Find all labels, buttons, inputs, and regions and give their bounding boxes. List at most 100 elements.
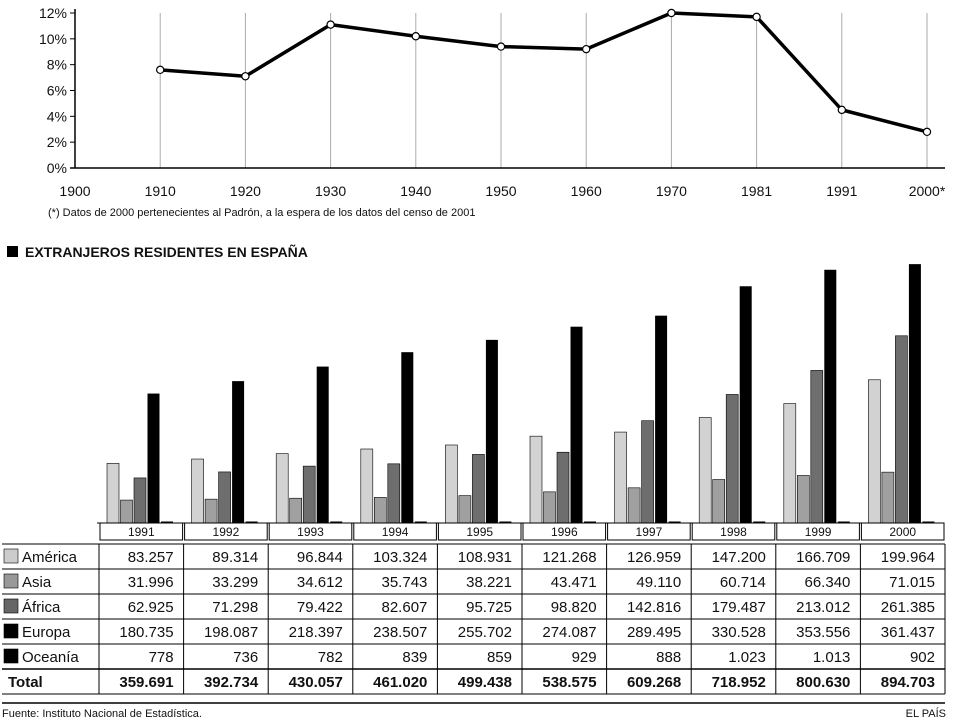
table-cell-value: 79.422	[297, 599, 343, 616]
table-cell-value: 353.556	[796, 624, 850, 641]
source-note: Fuente: Instituto Nacional de Estadístic…	[2, 708, 202, 720]
legend-label: América	[22, 549, 78, 566]
bar-américa	[529, 435, 543, 524]
table-total-value: 538.575	[542, 674, 596, 691]
table-cell-value: 89.314	[212, 549, 258, 566]
bar-oceanía	[837, 521, 850, 523]
table-cell-value: 43.471	[551, 574, 597, 591]
table-cell-value: 198.087	[204, 624, 258, 641]
table-cell-value: 166.709	[796, 549, 850, 566]
table-cell-value: 261.385	[881, 599, 935, 616]
bar-américa	[783, 403, 797, 524]
table-cell-value: 238.507	[373, 624, 427, 641]
table-year-label: 1994	[382, 525, 409, 539]
bar-europa	[232, 381, 245, 523]
bar-europa	[824, 269, 837, 523]
line-chart-y-tick-label: 12%	[39, 5, 67, 21]
bar-américa	[275, 453, 289, 524]
table-year-cell	[437, 522, 522, 541]
table-cell-value: 180.735	[119, 624, 173, 641]
bar-europa	[316, 366, 329, 523]
line-chart-y-tick-label: 6%	[47, 83, 67, 99]
line-chart-x-tick-label: 1910	[145, 183, 176, 199]
line-chart-x-tick-label: 1920	[230, 183, 261, 199]
table-total-value: 894.703	[881, 674, 935, 691]
table-cell-value: 1.013	[813, 649, 851, 666]
bar-áfrica	[725, 394, 739, 524]
line-chart-x-tick-label: 1981	[741, 183, 772, 199]
line-point	[667, 8, 676, 18]
bar-asia	[120, 499, 133, 524]
bar-asia	[712, 479, 726, 524]
line-chart-y-tick-label: 8%	[47, 57, 67, 73]
table-total-value: 499.438	[458, 674, 512, 691]
table-year-label: 1993	[297, 525, 324, 539]
bar-américa	[106, 463, 120, 524]
legend-swatch-asia	[3, 573, 19, 589]
legend-swatch-oceanía	[3, 648, 19, 664]
table-cell-value: 96.844	[297, 549, 343, 566]
table-year-cell	[184, 522, 268, 541]
table-cell-value: 361.437	[881, 624, 935, 641]
table-cell-value: 888	[656, 649, 681, 666]
bar-asia	[796, 475, 810, 524]
publisher-logo: EL PAÍS	[906, 707, 946, 720]
bar-europa	[655, 315, 668, 523]
line-chart-footnote: (*) Datos de 2000 pertenecientes al Padr…	[48, 207, 475, 219]
table-cell-value: 218.397	[289, 624, 343, 641]
line-chart-y-tick-label: 10%	[39, 31, 67, 47]
bar-oceanía	[668, 521, 681, 523]
table-cell-value: 34.612	[297, 574, 343, 591]
bar-oceanía	[414, 521, 427, 523]
table-year-label: 1998	[720, 525, 747, 539]
table-cell-value: 179.487	[712, 599, 766, 616]
bar-europa	[908, 264, 921, 523]
bar-oceanía	[922, 521, 935, 523]
bar-europa	[739, 286, 752, 523]
table-cell-value: 782	[318, 649, 343, 666]
bar-áfrica	[641, 420, 654, 524]
legend-label: Oceanía	[22, 649, 79, 666]
bar-asia	[881, 471, 895, 524]
table-total-value: 392.734	[204, 674, 259, 691]
table-year-cell	[607, 522, 691, 541]
table-year-label: 1991	[128, 525, 155, 539]
data-table: 1991 1992 1993 1994 1995 1996 1997 1998 1999 2000…	[2, 522, 946, 704]
table-year-label: 1995	[466, 525, 493, 539]
bar-américa	[868, 379, 881, 524]
line-chart-x-tick-label: 1900	[59, 183, 90, 199]
bar-oceanía	[245, 521, 258, 523]
line-point	[922, 127, 932, 137]
table-cell-value: 108.931	[458, 549, 512, 566]
table-year-label: 2000	[889, 525, 916, 539]
bar-europa	[570, 326, 583, 523]
bar-américa	[191, 458, 204, 524]
table-cell-value: 1.023	[728, 649, 766, 666]
legend-swatch-américa	[3, 548, 19, 564]
line-chart-y-tick-label: 2%	[47, 134, 67, 150]
table-cell-value: 902	[910, 649, 935, 666]
table-cell-value: 66.340	[805, 574, 851, 591]
bar-américa	[614, 431, 627, 524]
table-total-value: 609.268	[627, 674, 681, 691]
legend-label: Asia	[22, 574, 52, 591]
table-cell-value: 98.820	[551, 599, 597, 616]
table-total-value: 800.630	[796, 674, 850, 691]
line-point	[155, 65, 165, 75]
bar-áfrica	[133, 477, 147, 524]
table-cell-value: 62.925	[128, 599, 174, 616]
line-chart-x-tick-label: 1940	[400, 183, 431, 199]
table-cell-value: 330.528	[712, 624, 766, 641]
table-year-cell	[776, 522, 860, 541]
line-chart-x-tick-label: 1991	[826, 183, 857, 199]
bar-asia	[373, 497, 387, 524]
table-year-label: 1992	[213, 525, 240, 539]
table-cell-value: 255.702	[458, 624, 512, 641]
line-chart-x-tick-label: 1970	[656, 183, 687, 199]
table-cell-value: 121.268	[542, 549, 596, 566]
bar-oceanía	[499, 521, 512, 523]
bar-oceanía	[330, 521, 343, 523]
bar-áfrica	[387, 463, 401, 524]
table-cell-value: 95.725	[466, 599, 512, 616]
table-cell-value: 82.607	[382, 599, 428, 616]
